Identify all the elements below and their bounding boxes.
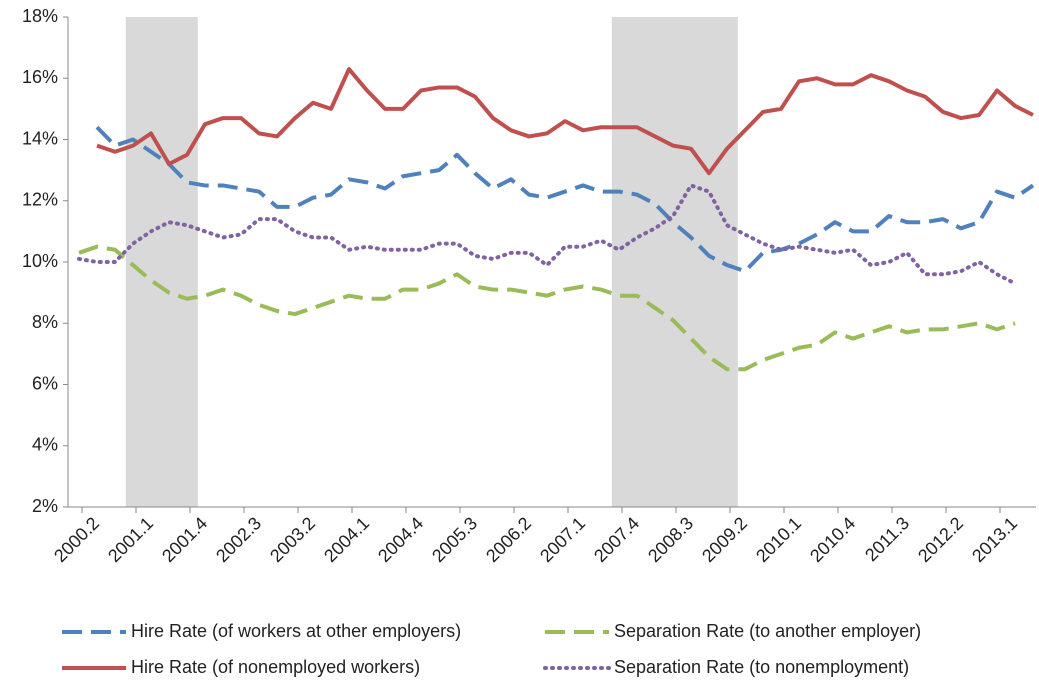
shaded-period <box>125 17 198 507</box>
x-tick-label: 2007.4 <box>590 513 643 566</box>
y-tick-label: 2% <box>32 496 58 516</box>
series-line <box>77 183 1017 286</box>
legend-label: Separation Rate (to another employer) <box>614 621 921 641</box>
x-tick-label: 2007.1 <box>536 513 589 566</box>
y-tick-label: 12% <box>22 190 58 210</box>
x-tick-label: 2010.1 <box>752 513 805 566</box>
y-tick-label: 8% <box>32 312 58 332</box>
series-line <box>78 244 1016 372</box>
x-tick-label: 2002.3 <box>212 513 265 566</box>
x-tick-label: 2004.1 <box>320 513 373 566</box>
x-tick-label: 2011.3 <box>861 513 913 565</box>
x-tick-label: 2010.4 <box>806 513 859 566</box>
y-tick-label: 16% <box>22 67 58 87</box>
series-line <box>96 67 1034 176</box>
x-tick-label: 2000.2 <box>50 513 103 566</box>
x-tick-label: 2013.1 <box>968 513 1021 566</box>
x-tick-label: 2012.2 <box>914 513 967 566</box>
x-tick-label: 2006.2 <box>482 513 535 566</box>
y-tick-label: 6% <box>32 373 58 393</box>
x-tick-label: 2001.4 <box>158 513 211 566</box>
y-tick-label: 14% <box>22 128 58 148</box>
x-tick-label: 2005.3 <box>428 513 481 566</box>
x-tick-label: 2003.2 <box>266 513 319 566</box>
x-tick-label: 2004.4 <box>374 513 427 566</box>
y-tick-label: 18% <box>22 6 58 26</box>
legend-label: Hire Rate (of workers at other employers… <box>131 621 461 641</box>
legend-label: Hire Rate (of nonemployed workers) <box>131 657 420 677</box>
shaded-period <box>611 17 738 507</box>
y-tick-label: 4% <box>32 435 58 455</box>
series-line <box>95 125 1035 274</box>
x-tick-label: 2001.1 <box>104 513 157 566</box>
x-tick-label: 2008.3 <box>644 513 697 566</box>
y-tick-label: 10% <box>22 251 58 271</box>
x-tick-label: 2009.2 <box>698 513 751 566</box>
legend-label: Separation Rate (to nonemployment) <box>614 657 909 677</box>
